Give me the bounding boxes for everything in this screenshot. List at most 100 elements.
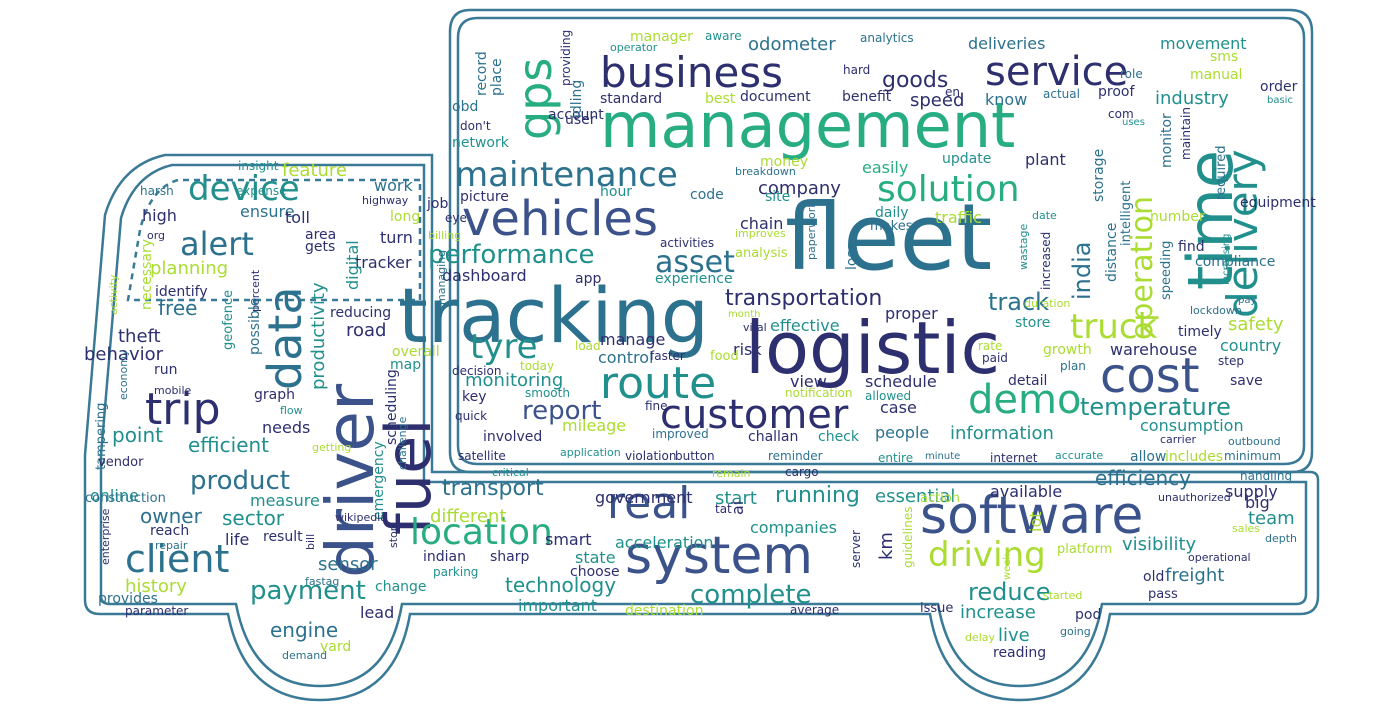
word-key: key [462, 389, 487, 405]
word-lockdown: lockdown [1190, 304, 1242, 317]
word-violation: violation [625, 449, 677, 463]
word-digital: digital [343, 240, 362, 290]
word-manager: manager [630, 29, 693, 45]
word-reducing: reducing [330, 305, 392, 321]
word-monitoring: monitoring [465, 370, 564, 391]
word-demo: demo [968, 377, 1082, 423]
word-lead: lead [360, 603, 395, 622]
word-long: long [390, 209, 421, 225]
word-indian: indian [423, 549, 466, 565]
word-week: week [1002, 553, 1013, 580]
word-measure: measure [250, 491, 320, 510]
word-standard: standard [600, 91, 663, 107]
word-account: account [548, 107, 604, 123]
word-storage: storage [1091, 148, 1107, 202]
word-satellite: satellite [458, 449, 506, 463]
word-toll: toll [285, 208, 310, 227]
word-required: required [1214, 145, 1229, 200]
word-india: india [1068, 241, 1096, 301]
word-transport: transport [442, 476, 544, 501]
word-billing: billing [428, 229, 462, 242]
word-save: save [1230, 373, 1263, 389]
cab-window-outline [126, 178, 422, 302]
word-reduce: reduce [968, 578, 1051, 606]
word-acceleration: acceleration [615, 533, 714, 552]
word-truck: truck [1070, 307, 1158, 347]
word-com: com [1108, 107, 1134, 121]
word-warehouse: warehouse [1110, 340, 1198, 359]
word-critical: critical [492, 466, 529, 479]
word-analytics: analytics [860, 31, 914, 45]
word-rate: rate [978, 339, 1003, 353]
word-smart: smart [545, 530, 592, 549]
word-expense: expense [236, 184, 287, 198]
word-sector: sector [222, 506, 285, 530]
word-hard: hard [843, 63, 871, 77]
word-step: step [1218, 354, 1244, 368]
word-management: management [600, 89, 1016, 162]
word-complete: complete [690, 580, 812, 610]
word-change: change [375, 579, 427, 595]
word-server: server [849, 530, 863, 568]
word-improved: improved [652, 427, 709, 441]
word-vehicles: vehicles [462, 191, 658, 247]
word-picture: picture [460, 189, 509, 205]
word-date: date [1032, 209, 1057, 222]
word-manage: manage [600, 330, 666, 349]
word-hour: hour [600, 184, 633, 200]
word-road: road [346, 320, 387, 341]
word-reading: reading [993, 645, 1047, 661]
word-demand: demand [282, 649, 328, 662]
word-action: action [920, 491, 961, 506]
word-maintain: maintain [1179, 107, 1193, 160]
word-graph: graph [254, 387, 295, 403]
word-involved: involved [483, 429, 543, 445]
word-unauthorized: unauthorized [1158, 491, 1231, 504]
word-geofence: geofence [221, 289, 236, 350]
word-platform: platform [1057, 542, 1113, 557]
word-pass: pass [1148, 587, 1178, 602]
word-device: device [188, 169, 300, 209]
word-makes: makes [870, 219, 913, 234]
word-includes: includes [1165, 449, 1224, 465]
word-record: record [474, 51, 490, 96]
word-application: application [560, 446, 621, 459]
word-fleet: fleet [785, 184, 993, 291]
word-pay: pay [1238, 295, 1257, 306]
word-data: data [258, 286, 312, 390]
word-enterprise: enterprise [99, 508, 112, 565]
word-deliveries: deliveries [968, 34, 1046, 53]
word-highway: highway [362, 194, 409, 207]
cab-inner-outline [99, 163, 1308, 688]
word-theft: theft [118, 326, 161, 347]
word-easily: easily [862, 158, 909, 177]
word-important: important [518, 596, 598, 615]
word-people: people [875, 423, 930, 442]
word-manual: manual [1190, 67, 1243, 83]
word-decision: decision [452, 364, 502, 378]
word-work: work [374, 176, 413, 195]
word-iot: iot [1026, 511, 1045, 532]
word-case: case [880, 398, 917, 417]
word-operator: operator [610, 41, 658, 54]
word-site: site [765, 189, 791, 205]
cab-outline [83, 153, 1320, 702]
word-run: run [154, 362, 178, 378]
word-growth: growth [1043, 342, 1092, 358]
word-sharp: sharp [490, 549, 530, 565]
word-minute: minute [925, 451, 961, 462]
word-live: live [998, 625, 1030, 646]
word-report: report [522, 396, 602, 426]
word-entire: entire [878, 451, 914, 465]
word-providing: providing [559, 29, 573, 86]
word-company: company [758, 178, 841, 199]
word-uses: uses [1122, 117, 1145, 128]
word-essential: essential [875, 486, 956, 507]
word-order: order [1260, 79, 1298, 95]
word-loss: loss [844, 242, 860, 270]
word-daily: daily [875, 205, 909, 221]
word-timely: timely [1178, 324, 1222, 340]
word-check: check [818, 429, 859, 445]
word-customer: customer [660, 392, 849, 438]
